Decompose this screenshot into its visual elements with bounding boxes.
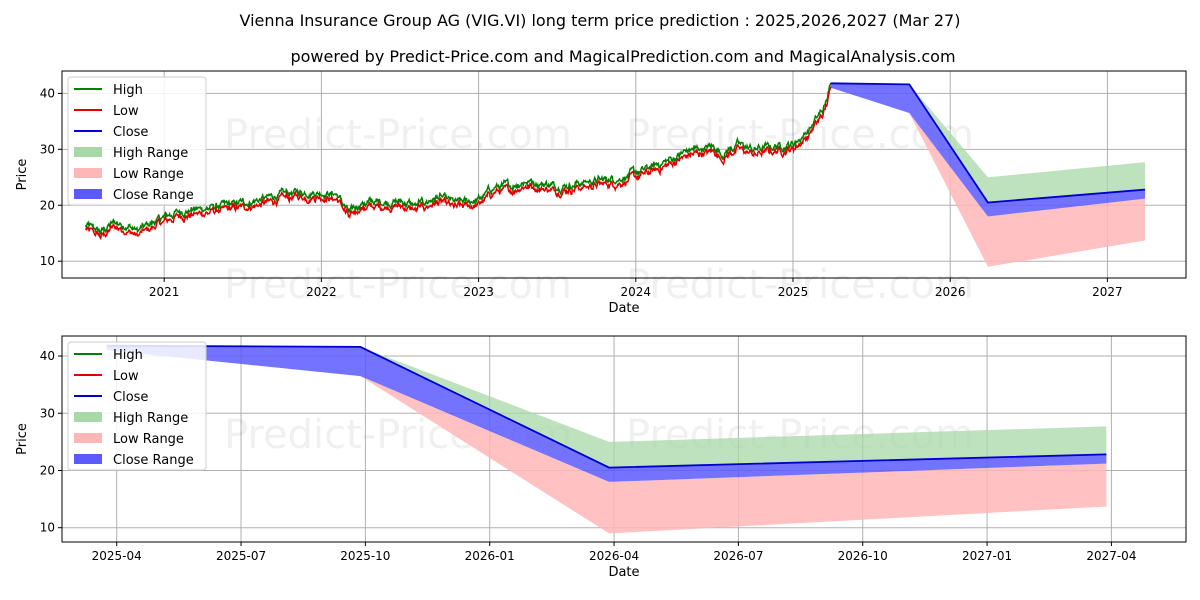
y-tick-label: 40	[40, 86, 55, 100]
x-axis-label: Date	[608, 301, 639, 316]
x-tick-label: 2027-01	[962, 549, 1012, 563]
axes-frame	[61, 70, 1187, 279]
x-tick-label: 2026-04	[589, 549, 639, 563]
bottom-panel: Predict-Price.com Predict-Price.com2025-0…	[15, 335, 1187, 580]
x-tick-label: 2024	[621, 285, 652, 299]
legend-close-range-swatch	[74, 189, 102, 199]
legend-low-range-swatch	[74, 433, 102, 443]
x-axis-label: Date	[608, 565, 639, 580]
legend-low-label: Low	[113, 369, 139, 384]
low-series-line	[84, 86, 832, 241]
x-tick-label: 2026-07	[713, 549, 763, 563]
chart-subtitle: powered by Predict-Price.com and Magical…	[290, 47, 955, 66]
y-tick-label: 20	[40, 463, 55, 477]
x-tick-label: 2023	[463, 285, 494, 299]
y-axis-label: Price	[15, 423, 30, 455]
legend: High Low Close High Range Low Range Close Ran…	[67, 341, 207, 471]
close-series-line	[830, 82, 1146, 204]
x-tick-label: 2026-01	[465, 549, 515, 563]
close-range-band	[106, 345, 1107, 482]
legend: High Low Close High Range Low Range Close Ran…	[67, 76, 207, 206]
legend-low-label: Low	[113, 104, 139, 119]
x-tick-label: 2025-07	[216, 549, 266, 563]
high-series-line	[84, 82, 832, 236]
legend-close-range-label: Close Range	[113, 188, 194, 203]
y-tick-label: 30	[40, 406, 55, 420]
close-series-line	[106, 344, 1107, 469]
legend-close-range-label: Close Range	[113, 453, 194, 468]
y-tick-label: 40	[40, 349, 55, 363]
legend-low-range-label: Low Range	[113, 167, 184, 182]
legend-high-range-label: High Range	[113, 146, 188, 161]
x-tick-label: 2027-04	[1086, 549, 1136, 563]
x-tick-label: 2026-10	[838, 549, 888, 563]
y-tick-label: 10	[40, 254, 55, 268]
high-range-band	[830, 83, 1146, 203]
legend-box	[67, 341, 207, 471]
low-range-band	[106, 350, 1107, 534]
legend-box	[67, 76, 207, 206]
legend-close-label: Close	[113, 390, 148, 405]
axes-frame	[61, 335, 1187, 543]
plot-area	[84, 82, 1146, 267]
top-panel: Predict-Price.com Predict-Price.com Predic…	[15, 70, 1187, 316]
y-tick-label: 10	[40, 521, 55, 535]
high-range-band	[106, 345, 1107, 468]
legend-high-range-swatch	[74, 412, 102, 422]
low-range-band	[830, 87, 1146, 267]
legend-high-range-label: High Range	[113, 411, 188, 426]
legend-low-range-swatch	[74, 168, 102, 178]
y-tick-label: 30	[40, 142, 55, 156]
watermark-text: Predict-Price.com	[626, 262, 974, 308]
x-tick-label: 2022	[306, 285, 337, 299]
legend-high-range-swatch	[74, 147, 102, 157]
plot-area	[106, 344, 1107, 534]
close-range-band	[830, 83, 1146, 217]
chart-title: Vienna Insurance Group AG (VIG.VI) long …	[240, 11, 961, 30]
y-axis-label: Price	[15, 159, 30, 191]
legend-high-label: High	[113, 83, 143, 98]
x-tick-label: 2027	[1092, 285, 1123, 299]
watermark-text: Predict-Price.com	[224, 262, 572, 308]
legend-high-label: High	[113, 348, 143, 363]
legend-low-range-label: Low Range	[113, 432, 184, 447]
x-tick-label: 2026	[935, 285, 966, 299]
y-tick-label: 20	[40, 198, 55, 212]
legend-close-range-swatch	[74, 454, 102, 464]
x-tick-label: 2025	[778, 285, 809, 299]
x-tick-label: 2025-04	[92, 549, 142, 563]
watermark-text: Predict-Price.com	[224, 112, 572, 158]
x-tick-label: 2021	[149, 285, 180, 299]
legend-close-label: Close	[113, 125, 148, 140]
x-tick-label: 2025-10	[340, 549, 390, 563]
